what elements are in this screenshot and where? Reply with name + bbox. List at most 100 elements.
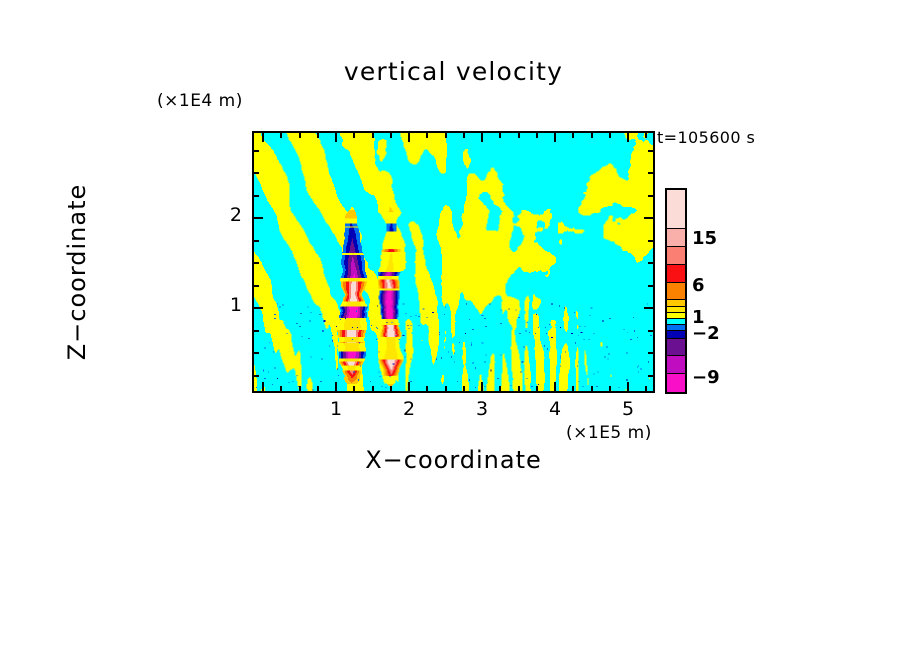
tick-mark xyxy=(445,386,447,391)
colorbar-band xyxy=(667,356,685,375)
tick-mark xyxy=(254,262,259,264)
colorbar-band xyxy=(667,264,685,284)
colorbar-band xyxy=(667,229,685,248)
x-axis-unit-label: (×1E5 m) xyxy=(566,423,652,443)
tick-mark xyxy=(254,240,259,242)
x-tick-label: 1 xyxy=(329,398,343,420)
tick-mark xyxy=(648,285,653,287)
tick-mark xyxy=(572,133,574,138)
tick-mark xyxy=(648,150,653,152)
tick-mark xyxy=(390,133,392,138)
tick-mark xyxy=(445,133,447,138)
tick-mark xyxy=(518,133,520,138)
tick-mark xyxy=(254,217,263,219)
x-tick-label: 3 xyxy=(475,398,489,420)
tick-mark xyxy=(254,307,263,309)
colorbar-band xyxy=(667,312,685,320)
colorbar-tick-label: 6 xyxy=(692,275,705,296)
tick-mark xyxy=(280,133,282,138)
velocity-field-heatmap xyxy=(254,133,653,391)
tick-mark xyxy=(644,307,653,309)
tick-mark xyxy=(648,172,653,174)
tick-mark xyxy=(254,330,259,332)
chart-title: vertical velocity xyxy=(343,57,564,86)
tick-mark xyxy=(254,195,259,197)
tick-mark xyxy=(353,133,355,138)
colorbar-band xyxy=(667,325,685,333)
tick-mark xyxy=(481,382,483,391)
tick-mark xyxy=(645,133,647,138)
tick-mark xyxy=(390,386,392,391)
plot-area xyxy=(252,131,655,393)
tick-mark xyxy=(591,133,593,138)
tick-mark xyxy=(463,133,465,138)
tick-mark xyxy=(499,386,501,391)
tick-mark xyxy=(463,386,465,391)
tick-mark xyxy=(648,262,653,264)
tick-mark xyxy=(481,133,483,142)
tick-mark xyxy=(426,386,428,391)
tick-mark xyxy=(644,217,653,219)
tick-mark xyxy=(648,352,653,354)
x-axis-title: X−coordinate xyxy=(365,446,542,474)
tick-mark xyxy=(609,133,611,138)
tick-mark xyxy=(648,195,653,197)
tick-mark xyxy=(426,133,428,138)
y-axis-title: Z−coordinate xyxy=(63,183,91,361)
colorbar-band xyxy=(667,331,685,340)
tick-mark xyxy=(648,240,653,242)
colorbar-tick-label: 15 xyxy=(692,228,718,249)
x-tick-label: 5 xyxy=(621,398,635,420)
tick-mark xyxy=(335,382,337,391)
colorbar xyxy=(665,188,687,394)
tick-mark xyxy=(572,386,574,391)
tick-mark xyxy=(317,386,319,391)
colorbar-band xyxy=(667,300,685,308)
y-axis-unit-label: (×1E4 m) xyxy=(157,91,243,111)
tick-mark xyxy=(536,133,538,138)
tick-mark xyxy=(353,386,355,391)
colorbar-band xyxy=(667,319,685,326)
colorbar-tick-label: 1 xyxy=(692,307,705,328)
tick-mark xyxy=(554,133,556,142)
tick-mark xyxy=(627,382,629,391)
tick-mark xyxy=(262,133,264,142)
tick-mark xyxy=(254,352,259,354)
tick-mark xyxy=(408,382,410,391)
tick-mark xyxy=(645,386,647,391)
tick-mark xyxy=(372,133,374,138)
tick-mark xyxy=(499,133,501,138)
tick-mark xyxy=(591,386,593,391)
tick-mark xyxy=(627,133,629,142)
colorbar-band xyxy=(667,190,685,230)
colorbar-band xyxy=(667,246,685,266)
y-tick-label: 2 xyxy=(229,204,242,226)
colorbar-tick-label: −2 xyxy=(692,323,720,344)
tick-mark xyxy=(299,133,301,138)
tick-mark xyxy=(254,172,259,174)
tick-mark xyxy=(254,150,259,152)
colorbar-band xyxy=(667,282,685,301)
colorbar-band xyxy=(667,374,685,392)
tick-mark xyxy=(372,386,374,391)
tick-mark xyxy=(262,382,264,391)
tick-mark xyxy=(518,386,520,391)
tick-mark xyxy=(536,386,538,391)
colorbar-band xyxy=(667,306,685,314)
colorbar-band xyxy=(667,338,685,357)
tick-mark xyxy=(317,133,319,138)
tick-mark xyxy=(299,386,301,391)
x-tick-label: 2 xyxy=(402,398,416,420)
x-tick-label: 4 xyxy=(548,398,562,420)
tick-mark xyxy=(648,330,653,332)
y-tick-label: 1 xyxy=(229,294,242,316)
tick-mark xyxy=(280,386,282,391)
time-annotation: t=105600 s xyxy=(657,128,756,147)
tick-mark xyxy=(609,386,611,391)
tick-mark xyxy=(554,382,556,391)
tick-mark xyxy=(408,133,410,142)
tick-mark xyxy=(254,285,259,287)
tick-mark xyxy=(254,375,259,377)
tick-mark xyxy=(335,133,337,142)
